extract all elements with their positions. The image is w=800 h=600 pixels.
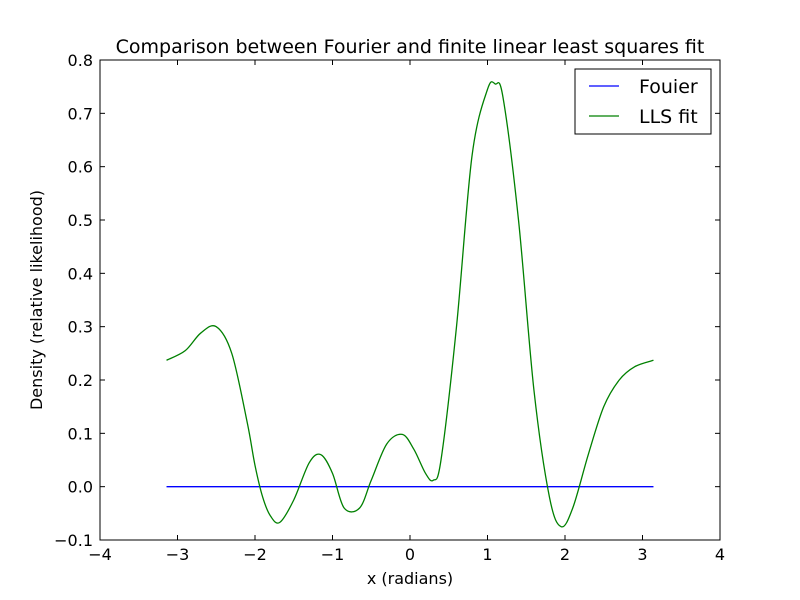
y-tick-label: −0.1 [54, 531, 93, 550]
series-line-lls-fit [166, 81, 654, 528]
x-tick-label: 1 [482, 545, 492, 564]
y-tick-labels: −0.1 0.0 0.1 0.2 0.3 0.4 0.5 0.6 0.7 0.8 [54, 51, 93, 550]
y-tick-label: 0.3 [68, 318, 93, 337]
x-tick-label: 4 [715, 545, 725, 564]
chart-title: Comparison between Fourier and finite li… [116, 36, 705, 58]
series-layer [166, 81, 654, 528]
x-axis-label: x (radians) [367, 569, 453, 588]
y-axis-label: Density (relative likelihood) [27, 190, 46, 410]
y-tick-label: 0.4 [68, 264, 93, 283]
x-tick-label: −1 [321, 545, 345, 564]
y-tick-label: 0.5 [68, 211, 93, 230]
legend-label-lls-fit: LLS fit [639, 106, 698, 128]
y-tick-label: 0.8 [68, 51, 93, 70]
x-tick-label: 0 [405, 545, 415, 564]
y-tick-label: 0.6 [68, 158, 93, 177]
plot-frame [99, 59, 721, 541]
plot-background [100, 60, 720, 540]
legend: Fouier LLS fit [574, 68, 712, 135]
x-tick-label: −3 [166, 545, 190, 564]
y-tick-label: 0.1 [68, 424, 93, 443]
legend-box [574, 68, 712, 135]
x-tick-label: 2 [560, 545, 570, 564]
y-tick-label: 0.2 [68, 371, 93, 390]
y-tick-label: 0.0 [68, 478, 93, 497]
x-tick-label: −2 [243, 545, 267, 564]
legend-label-fouier: Fouier [639, 76, 698, 98]
x-tick-label: 3 [637, 545, 647, 564]
y-tick-label: 0.7 [68, 104, 93, 123]
x-tick-labels: −4 −3 −2 −1 0 1 2 3 4 [88, 545, 725, 564]
x-tick-label: −4 [88, 545, 112, 564]
plot-area [99, 59, 721, 541]
